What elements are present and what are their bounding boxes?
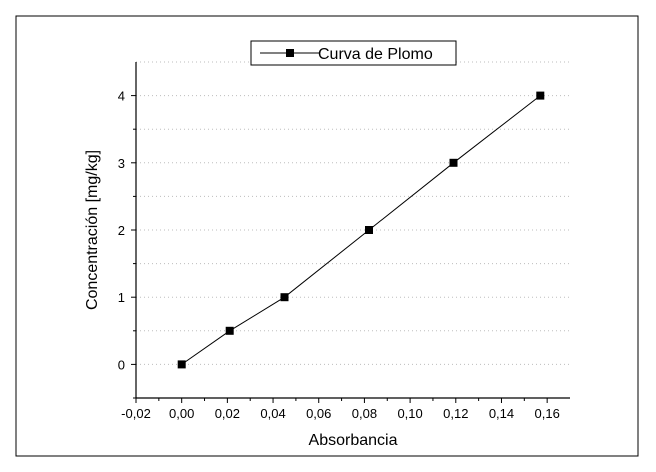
y-tick-label: 4 [118,89,125,104]
data-point-marker [225,326,234,335]
x-tick-label: 0,06 [306,406,331,421]
grid-lines [136,61,570,365]
x-tick-label: 0,04 [260,406,285,421]
data-point-marker [536,91,545,100]
y-tick-label: 2 [118,223,125,238]
series-line [181,95,541,365]
x-tick-label: 0,12 [443,406,468,421]
legend-label: Curva de Plomo [318,46,433,63]
outer-frame [15,15,639,457]
x-tick-label: 0,14 [489,406,514,421]
data-point-marker [365,226,373,234]
y-tick-label: 3 [118,156,125,171]
axis-ticks: -0,02 0,00 0,02 0,04 0,06 0,08 0,10 0,12 0,14 0,1… [118,89,560,421]
y-tick-label: 1 [118,290,125,305]
series-curva-de-plomo [177,91,545,369]
legend: Curva de Plomo [250,40,457,66]
x-tick-label: 0,08 [352,406,377,421]
x-tick-label: 0,02 [215,406,240,421]
data-point-marker [280,293,289,302]
y-axis-title: Concentración [mg/kg] [84,150,101,310]
x-tick-label: -0,02 [121,406,151,421]
y-tick-label: 0 [118,357,125,372]
x-tick-label: 0,16 [535,406,560,421]
x-axis-title: Absorbancia [309,432,398,449]
data-point-marker [177,360,186,369]
legend-square-marker [286,49,294,57]
x-tick-label: 0,00 [169,406,194,421]
x-tick-label: 0,10 [397,406,422,421]
data-point-marker [449,158,458,167]
